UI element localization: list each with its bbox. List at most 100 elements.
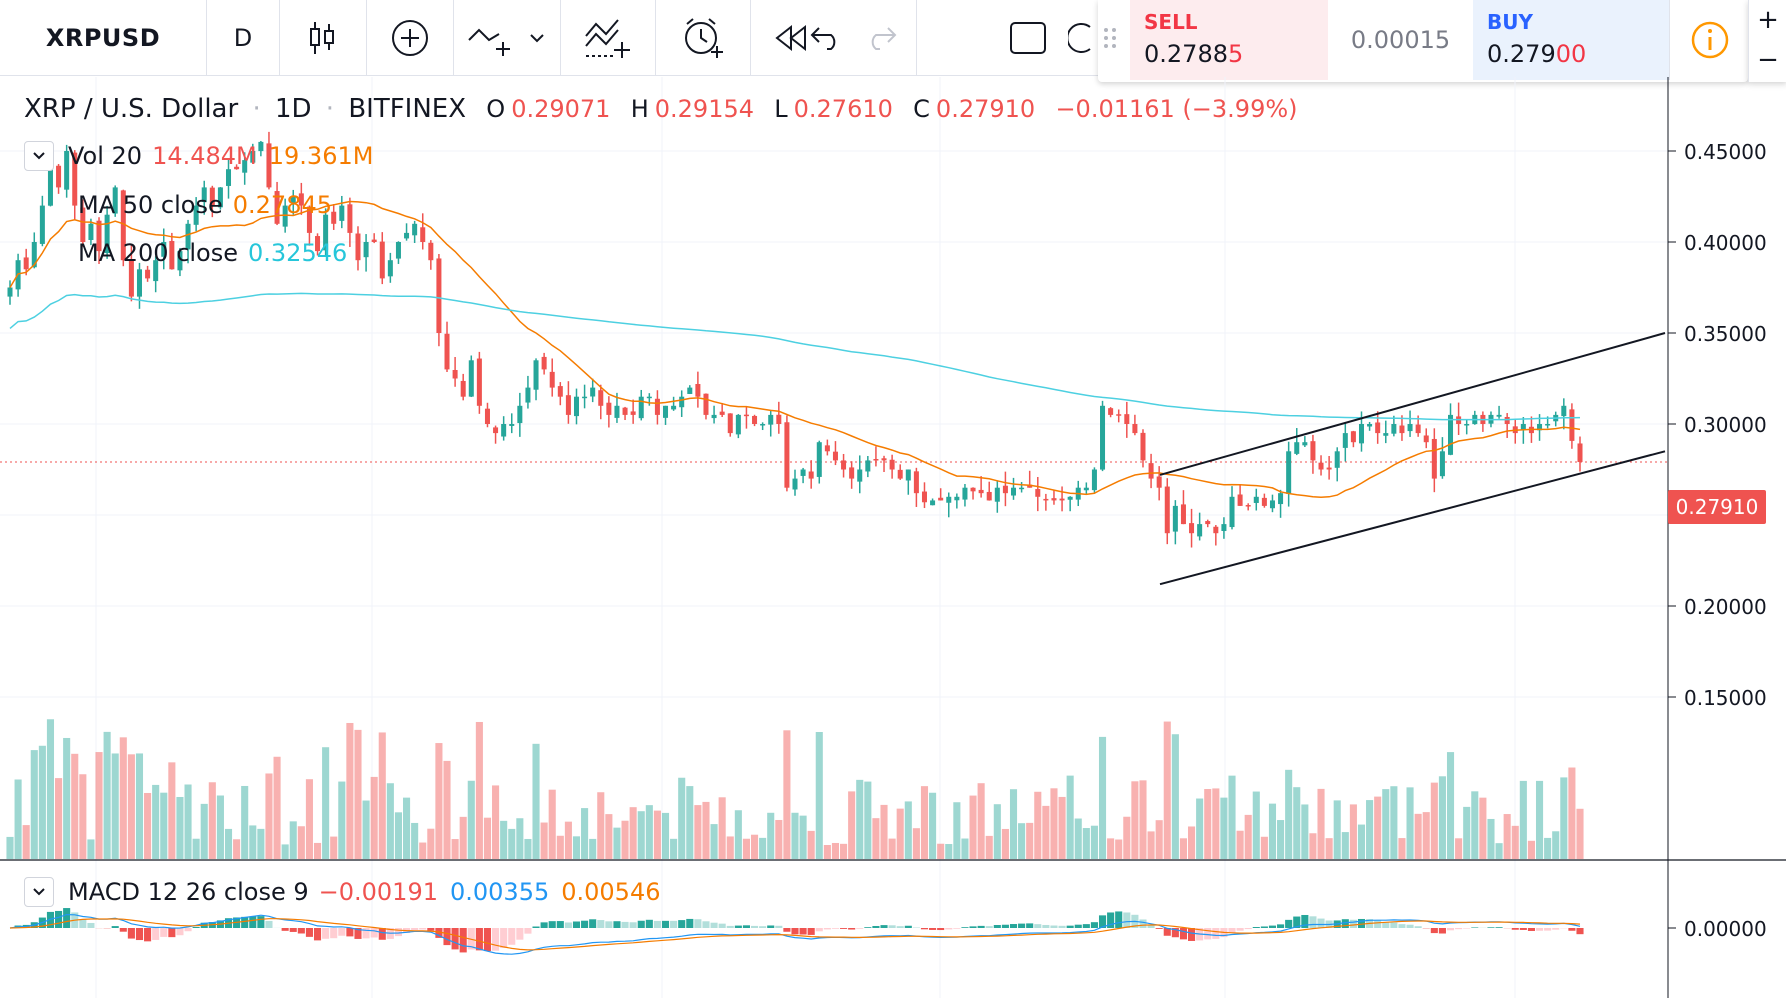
volume-bar [1236,830,1244,859]
price-tick-label: 0.40000 [1684,231,1767,255]
candle-body [1172,505,1178,532]
macd-bar [1455,928,1463,930]
candle-body [946,496,952,503]
macd-bar [346,928,354,937]
zoom-out-button[interactable]: − [1757,45,1779,75]
candle-body [582,396,588,399]
drag-handle[interactable] [1104,28,1122,58]
macd-bar [605,921,613,928]
compare-icon[interactable] [454,0,530,76]
candle-body [56,165,62,188]
replay-icon[interactable] [751,0,831,76]
candle-body [1407,424,1413,432]
volume-bar [386,783,394,859]
redo-icon [841,0,921,76]
candle-body [711,414,717,419]
macd-bar [621,921,629,928]
macd-bar [378,928,386,940]
candle-body [169,240,175,270]
ma50-value: 0.27845 [232,191,332,219]
volume-bar [1090,825,1098,859]
volume-bar [694,805,702,859]
macd-bar [888,925,896,928]
candle-body [1221,524,1227,532]
undo-icon[interactable] [786,0,866,76]
volume-bar [1131,781,1139,859]
info-icon[interactable] [1669,0,1749,80]
macd-bar [1544,928,1552,931]
zoom-in-button[interactable]: + [1757,5,1779,35]
macd-bar [532,926,540,928]
collapse-button[interactable] [24,141,54,171]
macd-bar [686,918,694,928]
volume-bar [993,804,1001,859]
macd-bar [443,928,451,946]
candle-body [614,405,620,418]
volume-bar [224,828,233,859]
volume-bar [1471,791,1479,859]
macd-bar [920,928,929,930]
volume-bar [1244,814,1252,859]
volume-bar [605,814,613,859]
volume-bar [1058,796,1066,859]
macd-bar [1034,924,1042,928]
candle-body [468,360,474,397]
indicators-icon[interactable] [561,0,655,76]
macd-bar [297,928,305,934]
volume-bar [750,834,759,859]
price-chart[interactable]: 0.450000.400000.350000.300000.250000.200… [0,77,1786,998]
change-value: −0.01161 (−3.99%) [1055,95,1298,123]
candle-body [921,491,927,503]
candle-body [970,487,976,492]
volume-bar [661,812,670,859]
macd-signal-value: 0.00546 [561,878,661,906]
macd-bar [492,928,500,951]
chevron-down-icon[interactable] [520,0,554,76]
macd-bar [815,928,823,932]
macd-bar [119,928,127,932]
macd-bar [1430,928,1438,934]
symbol-search-button[interactable]: XRPUSD [0,0,206,76]
candle-body [905,469,911,481]
screenshot-icon[interactable] [1063,0,1103,76]
candle-body [476,358,482,406]
volume-bar [742,838,750,859]
macd-bar [710,922,718,928]
macd-bar [1228,928,1236,933]
volume-bar [483,817,492,859]
ma50-legend: MA 50 close 0.27845 [78,191,344,219]
macd-bar [985,926,993,928]
candle-body [1310,441,1316,461]
candle-body [1197,524,1203,537]
fullscreen-icon[interactable] [995,0,1061,76]
ma200-line [9,292,1581,421]
buy-price: 0.27900 [1487,40,1587,68]
volume-bar [55,778,63,859]
candles-icon[interactable] [280,0,366,76]
macd-bar [1090,922,1098,928]
macd-bar [1018,923,1026,928]
candle-body [565,395,571,415]
macd-bar [929,928,937,930]
volume-bar [419,842,427,859]
macd-bar [848,928,856,930]
candle-body [306,206,312,233]
interval-button[interactable]: D [207,0,279,76]
candle-body [23,257,29,270]
sell-price: 0.27885 [1144,40,1244,68]
buy-button[interactable]: BUY 0.27900 [1473,0,1669,80]
candle-body [1261,497,1267,506]
macd-bar [305,928,313,937]
volume-bar [1171,734,1179,859]
candle-body [743,414,749,417]
macd-bar [176,928,184,936]
macd-bar [864,927,872,928]
macd-bar [1471,927,1479,928]
alert-icon[interactable] [656,0,750,76]
add-indicator-icon[interactable] [367,0,453,76]
macd-bar [1163,928,1171,936]
candle-body [371,239,377,242]
candle-body [703,393,709,415]
collapse-button[interactable] [24,877,54,907]
sell-button[interactable]: SELL 0.27885 [1130,0,1328,80]
